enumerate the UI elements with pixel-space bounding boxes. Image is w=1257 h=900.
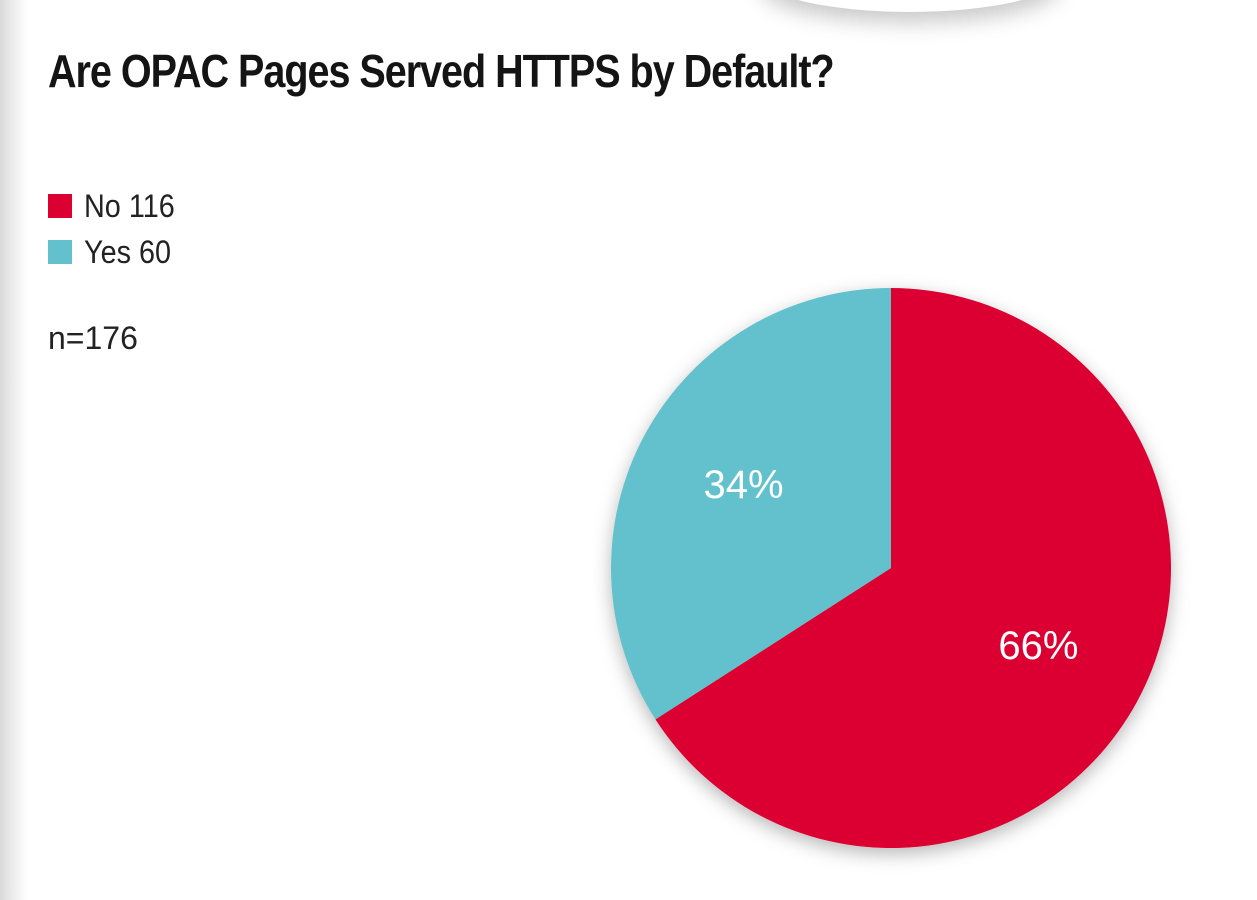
legend-swatch-yes [48, 240, 72, 264]
pie-slice-no [655, 288, 1171, 848]
legend-name-yes: Yes [84, 233, 131, 270]
legend-item-no: No 116 [48, 183, 185, 229]
pie-label-yes: 34% [704, 463, 784, 507]
legend-swatch-no [48, 194, 72, 218]
legend: No 116 Yes 60 [48, 183, 185, 275]
legend-label-no: No 116 [84, 188, 175, 225]
pie-labels: 66% 34% [704, 463, 1079, 668]
legend-count-no: 116 [128, 187, 175, 224]
sample-size-note: n=176 [48, 320, 138, 356]
pie-slice-yes [611, 288, 891, 720]
legend-item-yes: Yes 60 [48, 229, 185, 275]
left-edge-shadow [0, 0, 28, 900]
chart-title: Are OPAC Pages Served HTTPS by Default? [48, 45, 835, 97]
legend-count-yes: 60 [138, 233, 172, 270]
legend-label-yes: Yes 60 [84, 234, 171, 271]
pie-label-no: 66% [998, 624, 1078, 668]
legend-name-no: No [84, 187, 121, 224]
pie-slices [611, 288, 1171, 848]
